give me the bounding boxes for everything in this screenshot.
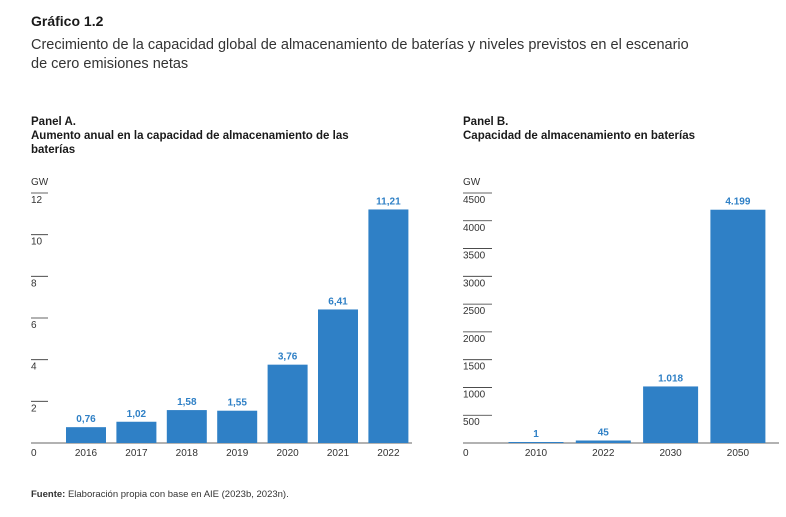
figure-subtitle: Crecimiento de la capacidad global de al… bbox=[31, 37, 689, 72]
panel-b-y-tick-label: 3500 bbox=[463, 251, 486, 262]
panel-b-y-tick-label: 1500 bbox=[463, 362, 486, 373]
panel-b-title: Capacidad de almacenamiento en baterías bbox=[463, 130, 696, 142]
panel-a-data-label: 3,76 bbox=[278, 352, 298, 363]
panel-a-bar bbox=[368, 209, 409, 443]
source-label: Fuente: bbox=[31, 489, 66, 500]
panel-b-data-label: 1.018 bbox=[658, 373, 683, 384]
panel-b-y-tick-label: 4500 bbox=[463, 195, 486, 206]
panel-b-heading: Panel B. Capacidad de almacenamiento en … bbox=[463, 115, 783, 143]
panel-b-y-unit-label: GW bbox=[463, 177, 481, 188]
panel-a-data-label: 11,21 bbox=[376, 196, 401, 207]
panel-a-bar bbox=[267, 364, 308, 443]
panel-a-x-tick-label: 2021 bbox=[327, 448, 350, 459]
panel-a-y-tick-label: 10 bbox=[31, 237, 43, 248]
panel-a-bar bbox=[217, 410, 258, 443]
source-note: Fuente: Elaboración propia con base en A… bbox=[31, 489, 289, 500]
panel-a-data-label: 1,55 bbox=[227, 398, 247, 409]
panel-a-x-tick-label: 2019 bbox=[226, 448, 249, 459]
panel-b-y-tick-label: 4000 bbox=[463, 223, 486, 234]
panel-b-data-label: 1 bbox=[533, 429, 539, 440]
panel-b-y-tick-label: 2000 bbox=[463, 334, 486, 345]
panel-a-data-label: 6,41 bbox=[328, 296, 348, 307]
panel-a-y-tick-label: 2 bbox=[31, 403, 37, 414]
panel-b-x-tick-label: 2030 bbox=[659, 448, 682, 459]
panel-a-y-tick-label: 6 bbox=[31, 320, 37, 331]
panel-b-y-tick-label: 3000 bbox=[463, 278, 486, 289]
panel-a-y-tick-label: 12 bbox=[31, 195, 43, 206]
figure-title: Gráfico 1.2 bbox=[31, 13, 104, 29]
panel-b-bar bbox=[643, 386, 699, 443]
panel-a-data-label: 1,58 bbox=[177, 397, 197, 408]
panel-b-data-label: 4.199 bbox=[725, 197, 750, 208]
panel-a-data-label: 1,02 bbox=[127, 409, 147, 420]
panel-a-bar bbox=[116, 421, 157, 443]
panel-b-x-tick-label: 2022 bbox=[592, 448, 615, 459]
panel-b-bar bbox=[575, 440, 631, 443]
panel-a-bar bbox=[166, 410, 207, 443]
panel-b-bar bbox=[710, 209, 766, 443]
panel-b-label: Panel B. bbox=[463, 116, 509, 128]
panel-b-x-tick-label: 2010 bbox=[525, 448, 548, 459]
panel-a-heading: Panel A. Aumento anual en la capacidad d… bbox=[31, 115, 391, 157]
panel-a-x-tick-label: 2017 bbox=[125, 448, 148, 459]
panel-a-y-unit-label: GW bbox=[31, 177, 49, 188]
panel-a-x-tick-label: 2020 bbox=[276, 448, 299, 459]
panel-a-x-tick-label: 2022 bbox=[377, 448, 400, 459]
panel-a-x-tick-label: 2018 bbox=[176, 448, 199, 459]
panel-a-label: Panel A. bbox=[31, 116, 76, 128]
panel-a-bar bbox=[66, 427, 106, 443]
panel-a-title: Aumento anual en la capacidad de almacen… bbox=[31, 130, 349, 156]
panel-b-y-tick-label: 500 bbox=[463, 417, 480, 428]
panel-a-y-tick-label: 8 bbox=[31, 278, 37, 289]
panel-a-y-tick-label: 4 bbox=[31, 362, 37, 373]
panel-a-y-tick-label: 0 bbox=[31, 448, 37, 459]
panel-b-y-tick-label: 1000 bbox=[463, 389, 486, 400]
panel-a-bar bbox=[318, 309, 358, 443]
panel-b-bar bbox=[508, 442, 564, 443]
panel-b-y-tick-label: 2500 bbox=[463, 306, 486, 317]
panel-b-y-tick-label: 0 bbox=[463, 448, 469, 459]
panel-a-x-tick-label: 2016 bbox=[75, 448, 98, 459]
source-text: Elaboración propia con base en AIE (2023… bbox=[67, 489, 289, 500]
panel-b-x-tick-label: 2050 bbox=[727, 448, 750, 459]
panel-a-data-label: 0,76 bbox=[76, 414, 96, 425]
panel-b-data-label: 45 bbox=[598, 428, 610, 439]
